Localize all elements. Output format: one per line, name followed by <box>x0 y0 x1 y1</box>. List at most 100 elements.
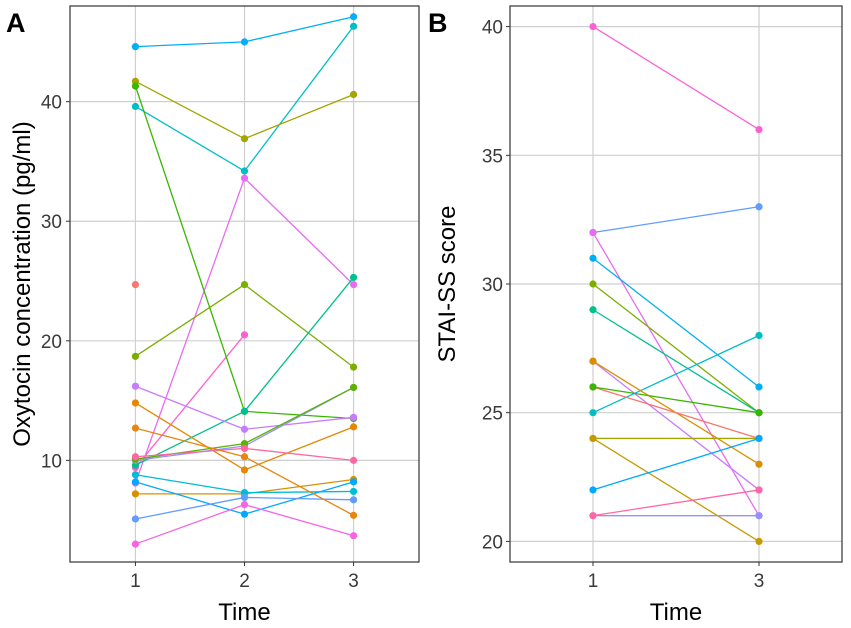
series-line <box>244 16 354 43</box>
series-line <box>135 442 245 460</box>
series-line <box>135 447 245 458</box>
data-point <box>349 511 358 519</box>
y-axis-title: Oxytocin concentration (pg/ml) <box>9 121 36 446</box>
series-line <box>135 385 245 430</box>
data-point <box>349 423 358 431</box>
series-s19 <box>131 501 358 548</box>
series-line <box>244 416 354 430</box>
series-s5 <box>131 280 140 289</box>
x-tick-label: 3 <box>754 571 765 592</box>
series-s16 <box>589 486 763 520</box>
y-tick-label: 10 <box>41 451 62 472</box>
series-s18 <box>131 493 358 523</box>
data-point <box>131 43 140 51</box>
data-point <box>589 383 597 391</box>
series-line <box>135 284 245 357</box>
series-line <box>592 334 760 414</box>
y-tick-label: 30 <box>41 212 62 233</box>
y-tick-label: 20 <box>482 532 503 553</box>
series-s13 <box>131 383 358 463</box>
data-point <box>131 424 140 432</box>
data-point <box>131 478 140 486</box>
data-point <box>589 512 597 520</box>
series-line <box>592 283 760 414</box>
data-point <box>349 487 358 496</box>
data-point <box>131 515 140 523</box>
y-tick-label: 35 <box>482 146 503 167</box>
series-line <box>592 360 760 491</box>
data-point <box>131 399 140 407</box>
data-point <box>349 90 358 99</box>
series-line <box>592 309 760 414</box>
data-point <box>755 383 763 391</box>
series-s4 <box>589 254 763 391</box>
data-point <box>240 466 249 474</box>
data-point <box>131 540 140 548</box>
series-line <box>244 177 355 286</box>
series-line <box>244 490 354 494</box>
series-line <box>592 257 760 388</box>
data-point <box>240 425 249 433</box>
series-s14 <box>131 444 358 464</box>
x-axis-title: Time <box>650 599 702 626</box>
data-point <box>349 13 358 21</box>
x-tick-label: 1 <box>588 571 599 592</box>
series-line <box>592 386 760 440</box>
data-point <box>240 331 249 339</box>
data-point <box>589 254 597 262</box>
series-s20 <box>131 424 358 519</box>
x-tick-label: 3 <box>348 571 359 592</box>
data-point <box>131 82 140 90</box>
data-point <box>755 409 763 417</box>
panel-a: 10 20 30 40 1 2 3 Time Oxytocin concentration (p… <box>6 5 420 626</box>
series-line <box>135 105 245 172</box>
data-point <box>755 537 763 546</box>
data-point <box>755 203 763 211</box>
series-line <box>135 402 245 471</box>
data-point <box>349 413 358 421</box>
data-point <box>755 460 763 468</box>
y-tick-label: 40 <box>482 18 503 39</box>
series-line <box>135 496 245 520</box>
data-point <box>349 456 358 464</box>
series-s16 <box>131 471 358 497</box>
data-point <box>349 22 358 30</box>
series-s1 <box>589 22 763 134</box>
data-point <box>240 453 249 461</box>
series-line <box>135 427 245 458</box>
data-point <box>755 434 763 443</box>
y-tick-label: 40 <box>41 93 62 114</box>
series-s13 <box>589 434 763 546</box>
data-point <box>755 486 763 494</box>
series-line <box>244 386 354 445</box>
series-line <box>592 489 760 517</box>
series-s11 <box>589 383 763 417</box>
series-line <box>243 277 355 412</box>
series-s7 <box>131 280 358 371</box>
series-s5 <box>589 280 763 417</box>
data-point <box>755 512 763 520</box>
x-tick-label: 1 <box>130 571 141 592</box>
data-point <box>240 444 249 453</box>
data-point <box>349 496 358 504</box>
series-line <box>244 496 354 501</box>
data-point <box>589 306 597 314</box>
data-point <box>349 478 358 486</box>
panel-label: B <box>428 8 448 38</box>
data-point <box>589 280 597 288</box>
series-line <box>592 437 760 542</box>
data-point <box>349 280 358 289</box>
data-point <box>349 383 358 392</box>
series-s11 <box>131 399 358 474</box>
series-s8 <box>589 357 763 494</box>
data-point <box>131 102 140 111</box>
data-point <box>240 493 249 502</box>
series-line <box>243 25 355 172</box>
data-point <box>755 331 763 340</box>
series-s12 <box>589 434 763 443</box>
data-point <box>131 382 140 390</box>
series-line <box>244 503 354 537</box>
x-tick-label: 2 <box>239 571 250 592</box>
series-line <box>134 177 246 484</box>
